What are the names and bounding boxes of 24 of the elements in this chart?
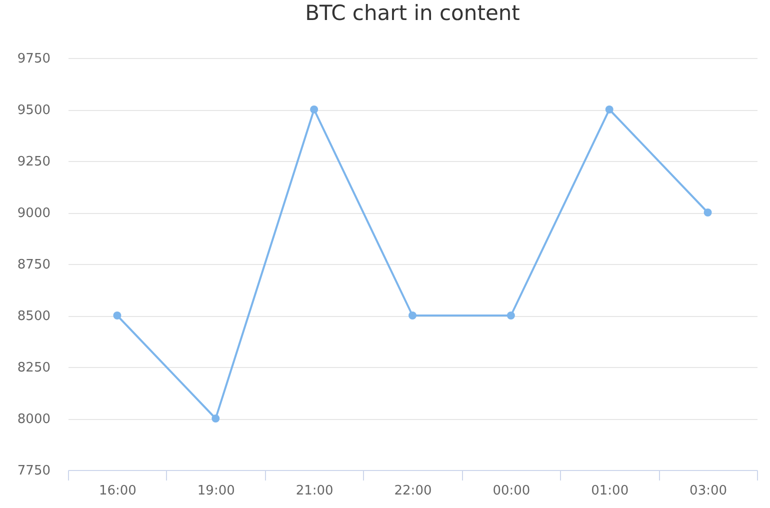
point	[310, 106, 318, 114]
y-tick-label: 8000	[17, 412, 50, 427]
y-tick-label: 9000	[17, 206, 50, 221]
chart-title: BTC chart in content	[305, 1, 520, 25]
y-tick-label: 7750	[17, 464, 50, 478]
y-tick-label: 8750	[17, 258, 50, 272]
y-tick-label: 9500	[17, 103, 50, 118]
y-tick-label: 9250	[17, 154, 50, 170]
x-tick-label: 16:00	[98, 484, 136, 498]
x-tick-label: 21:00	[296, 484, 334, 498]
point	[408, 312, 416, 320]
x-tick-label: 00:00	[492, 484, 530, 498]
point	[113, 312, 122, 320]
y-tick-label: 9750	[17, 52, 50, 66]
y-tick-label: 8250	[17, 360, 50, 376]
point	[506, 312, 515, 320]
x-tick-label: 03:00	[690, 484, 728, 498]
x-tick-label: 19:00	[197, 484, 235, 498]
point	[605, 106, 614, 114]
y-tick-label: 8500	[17, 309, 50, 324]
point	[212, 414, 220, 422]
x-tick-label: 22:00	[394, 484, 432, 498]
point	[704, 208, 712, 216]
x-tick-label: 01:00	[591, 484, 629, 498]
